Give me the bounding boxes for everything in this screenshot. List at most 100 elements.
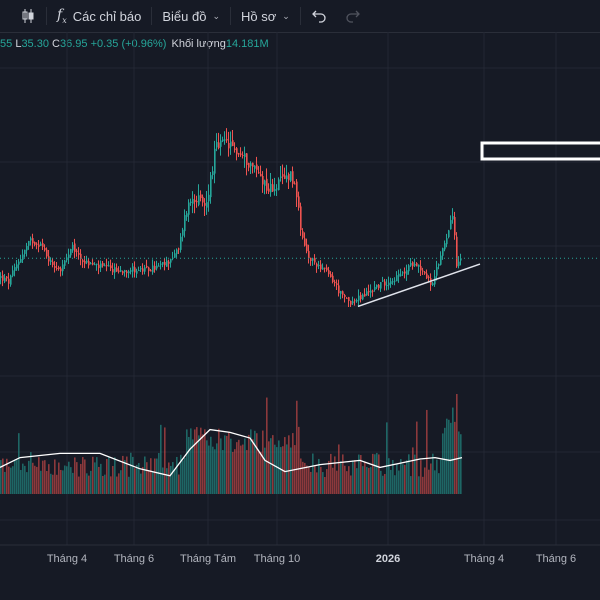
candle-body — [286, 175, 288, 180]
volume-bar — [92, 456, 94, 494]
x-tick-label: Tháng Tám — [179, 553, 237, 565]
candle-body — [278, 179, 280, 191]
candle-body — [358, 295, 360, 301]
candle-body — [282, 174, 284, 177]
candle-body — [312, 258, 314, 261]
candle-body — [268, 188, 270, 192]
candle-body — [384, 281, 386, 286]
redo-button[interactable] — [339, 0, 367, 32]
volume-bar — [40, 470, 42, 494]
volume-bar — [206, 440, 208, 494]
candle-body — [124, 270, 126, 273]
chart-menu-button[interactable]: Biểu đồ ⌄ — [156, 0, 226, 32]
candle-body — [180, 236, 182, 250]
candle-body — [128, 271, 130, 274]
candle-body — [80, 253, 82, 260]
volume-bar — [180, 454, 182, 494]
volume-bar — [338, 444, 340, 494]
candle-body — [212, 171, 214, 176]
volume-bar — [270, 438, 272, 494]
candle-body — [376, 284, 378, 288]
candle-body — [302, 231, 304, 238]
volume-bar — [218, 428, 220, 494]
volume-bar — [20, 469, 22, 494]
candle-body — [236, 148, 238, 155]
volume-bar — [374, 454, 376, 494]
volume-bar — [264, 447, 266, 494]
candle-body — [404, 271, 406, 274]
volume-bar — [8, 466, 10, 494]
toolbar-divider — [230, 7, 231, 25]
volume-bar — [22, 463, 24, 494]
candle-body — [74, 243, 76, 252]
candle-body — [192, 198, 194, 204]
volume-bar — [38, 457, 40, 494]
indicators-button[interactable]: fx Các chỉ báo — [51, 0, 147, 32]
volume-bar — [238, 439, 240, 494]
candle-body — [370, 290, 372, 293]
volume-bar — [104, 474, 106, 494]
volume-bar — [162, 467, 164, 494]
volume-bar — [74, 457, 76, 494]
candle-body — [166, 260, 168, 267]
candle-body — [88, 261, 90, 266]
candle-body — [208, 194, 210, 202]
price-chart[interactable] — [0, 32, 600, 600]
volume-bar — [364, 462, 366, 494]
volume-bar — [62, 470, 64, 494]
candle-body — [118, 270, 120, 272]
volume-bar — [28, 460, 30, 494]
profile-menu-button[interactable]: Hồ sơ ⌄ — [235, 0, 296, 32]
candle-body — [188, 202, 190, 215]
volume-bar — [288, 435, 290, 494]
volume-bar — [50, 473, 52, 494]
candle-body — [22, 254, 24, 260]
candle-body — [256, 164, 258, 170]
volume-bar — [170, 465, 172, 494]
candle-body — [262, 176, 264, 185]
candle-body — [320, 264, 322, 270]
chart-menu-label: Biểu đồ — [162, 8, 207, 24]
volume-bar — [2, 458, 4, 494]
volume-bar — [304, 462, 306, 494]
function-icon: fx — [57, 7, 67, 25]
volume-bar — [106, 459, 108, 494]
volume-bar — [114, 457, 116, 494]
candle-type-button[interactable] — [0, 0, 42, 32]
volume-bar — [24, 465, 26, 494]
volume-bar — [452, 407, 454, 494]
candle-body — [52, 261, 54, 265]
volume-bar — [78, 476, 80, 494]
candle-body — [176, 249, 178, 255]
candle-body — [38, 244, 40, 247]
volume-bar — [302, 461, 304, 494]
toolbar-divider — [46, 7, 47, 25]
candle-body — [82, 260, 84, 263]
candle-body — [138, 270, 140, 272]
candle-body — [194, 199, 196, 202]
candlestick-icon — [22, 9, 34, 23]
candle-body — [130, 270, 132, 272]
volume-bar — [344, 465, 346, 494]
candle-body — [56, 267, 58, 269]
candle-body — [290, 171, 292, 181]
volume-bar — [432, 453, 434, 494]
candle-body — [96, 263, 98, 265]
candle-body — [54, 266, 56, 268]
volume-bar — [248, 434, 250, 494]
volume-bar — [250, 429, 252, 494]
candle-body — [120, 270, 122, 272]
volume-bar — [354, 460, 356, 494]
volume-bar — [178, 474, 180, 494]
volume-bar — [366, 466, 368, 494]
volume-bar — [48, 464, 50, 494]
volume-bar — [102, 475, 104, 494]
volume-bar — [320, 466, 322, 494]
volume-bar — [266, 397, 268, 494]
undo-button[interactable] — [305, 0, 333, 32]
candle-body — [218, 142, 220, 149]
candle-body — [352, 301, 354, 304]
volume-bar — [186, 429, 188, 494]
volume-bar — [100, 463, 102, 494]
open-value-fragment: 55 — [0, 38, 13, 50]
